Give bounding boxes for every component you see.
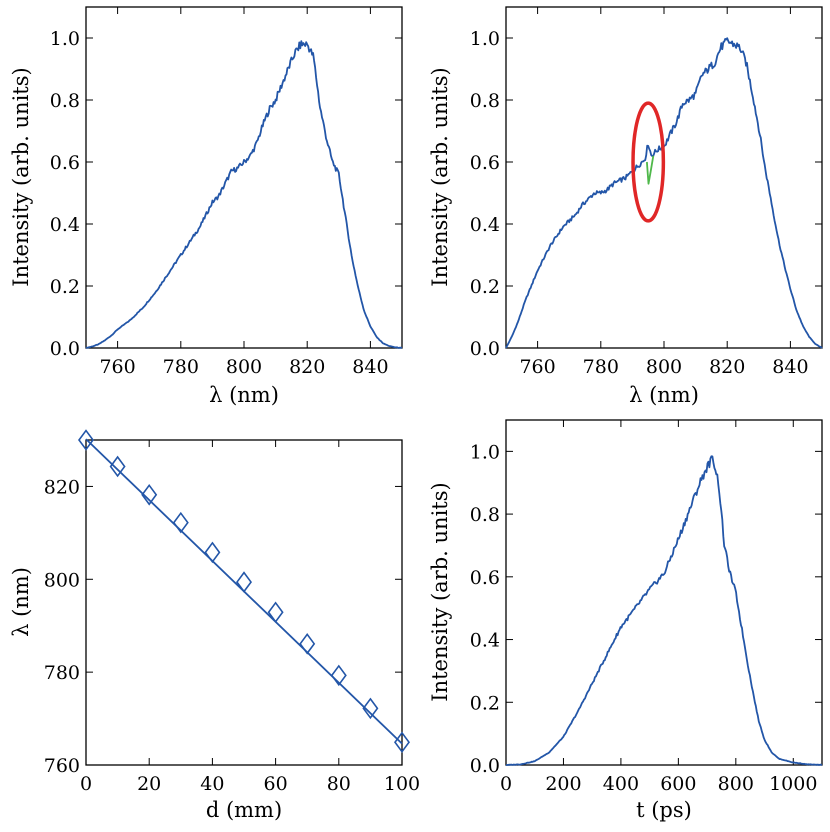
data-point-marker xyxy=(172,511,189,534)
x-tick-label: 800 xyxy=(718,773,754,795)
y-tick-label: 0.8 xyxy=(470,504,500,526)
series-line-dip xyxy=(646,155,655,185)
data-point-marker xyxy=(362,697,379,720)
y-tick-label: 0.4 xyxy=(470,630,500,652)
data-point-marker xyxy=(299,633,316,655)
y-tick-label: 0.0 xyxy=(470,755,500,777)
y-tick-label: 0.4 xyxy=(470,214,500,236)
tick-group: 0 200 400 600 800 1000 0.0 0.2 0.4 0.6 0.8 1.0 xyxy=(470,420,822,795)
series-line-spectrum xyxy=(85,40,403,349)
panel-bottom-left: 0 20 40 60 80 100 760 780 800 820 d (mm) λ (nm) xyxy=(9,429,420,822)
x-tick-label: 600 xyxy=(660,773,696,795)
tick-group: 760 780 800 820 840 0.0 0.2 0.4 0.6 0.8 1.0 xyxy=(470,7,822,378)
x-tick-label: 780 xyxy=(583,356,619,378)
x-tick-label: 80 xyxy=(327,773,351,795)
x-axis-label: t (ps) xyxy=(636,798,692,822)
x-axis-label: λ (nm) xyxy=(209,383,279,407)
y-tick-label: 0.0 xyxy=(470,338,500,360)
y-tick-label: 1.0 xyxy=(470,441,500,463)
tick-group: 0 20 40 60 80 100 760 780 800 820 xyxy=(44,440,420,795)
plot-frame xyxy=(85,6,403,349)
y-axis-label: Intensity (arb. units) xyxy=(428,67,452,286)
x-tick-label: 20 xyxy=(137,773,161,795)
x-tick-label: 840 xyxy=(772,356,808,378)
x-tick-label: 40 xyxy=(200,773,224,795)
x-tick-label: 800 xyxy=(646,356,682,378)
panel-top-right: 760 780 800 820 840 0.0 0.2 0.4 0.6 0.8 1.0 λ (nm)… xyxy=(428,6,823,407)
x-axis-label: λ (nm) xyxy=(629,383,699,407)
y-tick-label: 0.2 xyxy=(470,276,500,298)
y-tick-label: 1.0 xyxy=(470,28,500,50)
y-tick-label: 820 xyxy=(44,476,80,498)
x-tick-label: 60 xyxy=(264,773,288,795)
y-tick-label: 0.8 xyxy=(50,90,80,112)
x-tick-label: 800 xyxy=(226,356,262,378)
series-group xyxy=(506,455,823,766)
tick-group: 760 780 800 820 840 0.0 0.2 0.4 0.6 0.8 1.0 xyxy=(50,7,402,378)
plot-frame xyxy=(85,439,403,766)
y-tick-label: 0.2 xyxy=(50,276,80,298)
x-axis-label: d (mm) xyxy=(206,798,282,822)
x-tick-label: 820 xyxy=(289,356,325,378)
panel-bottom-right: 0 200 400 600 800 1000 0.0 0.2 0.4 0.6 0.8 1.0 t (p… xyxy=(428,419,823,822)
y-axis-label: Intensity (arb. units) xyxy=(9,67,33,286)
y-tick-label: 1.0 xyxy=(50,28,80,50)
y-tick-label: 0.8 xyxy=(470,90,500,112)
data-point-marker xyxy=(236,571,252,593)
y-tick-label: 0.6 xyxy=(470,152,500,174)
y-tick-label: 0.4 xyxy=(50,214,80,236)
plot-frame xyxy=(505,419,823,766)
x-tick-label: 200 xyxy=(545,773,581,795)
y-tick-label: 0.0 xyxy=(50,338,80,360)
series-line-time-domain xyxy=(506,455,823,766)
x-tick-label: 0 xyxy=(500,773,512,795)
series-group xyxy=(78,429,410,754)
data-point-marker xyxy=(330,664,347,687)
data-point-marker xyxy=(267,601,284,624)
x-tick-label: 760 xyxy=(519,356,555,378)
series-group xyxy=(85,40,403,349)
x-tick-label: 820 xyxy=(709,356,745,378)
x-tick-label: 0 xyxy=(80,773,92,795)
data-point-marker xyxy=(204,541,221,564)
x-tick-label: 1000 xyxy=(769,773,817,795)
data-point-marker xyxy=(394,731,410,754)
data-point-marker xyxy=(78,429,94,451)
series-group xyxy=(505,37,823,349)
data-point-marker xyxy=(141,483,158,506)
y-axis-label: λ (nm) xyxy=(9,567,33,637)
x-tick-label: 760 xyxy=(99,356,135,378)
x-tick-label: 100 xyxy=(384,773,420,795)
y-tick-label: 0.2 xyxy=(470,692,500,714)
y-tick-label: 780 xyxy=(44,662,80,684)
y-tick-label: 0.6 xyxy=(50,152,80,174)
y-tick-label: 800 xyxy=(44,569,80,591)
y-tick-label: 760 xyxy=(44,755,80,777)
y-tick-label: 0.6 xyxy=(470,567,500,589)
panel-top-left: 760 780 800 820 840 0.0 0.2 0.4 0.6 0.8 1.0 λ (nm)… xyxy=(9,6,403,407)
x-tick-label: 780 xyxy=(163,356,199,378)
x-tick-label: 400 xyxy=(603,773,639,795)
y-axis-label: Intensity (arb. units) xyxy=(428,482,452,701)
series-line-spectrum xyxy=(505,37,823,349)
highlight-ellipse xyxy=(631,101,666,223)
x-tick-label: 840 xyxy=(352,356,388,378)
data-point-marker xyxy=(109,455,126,478)
